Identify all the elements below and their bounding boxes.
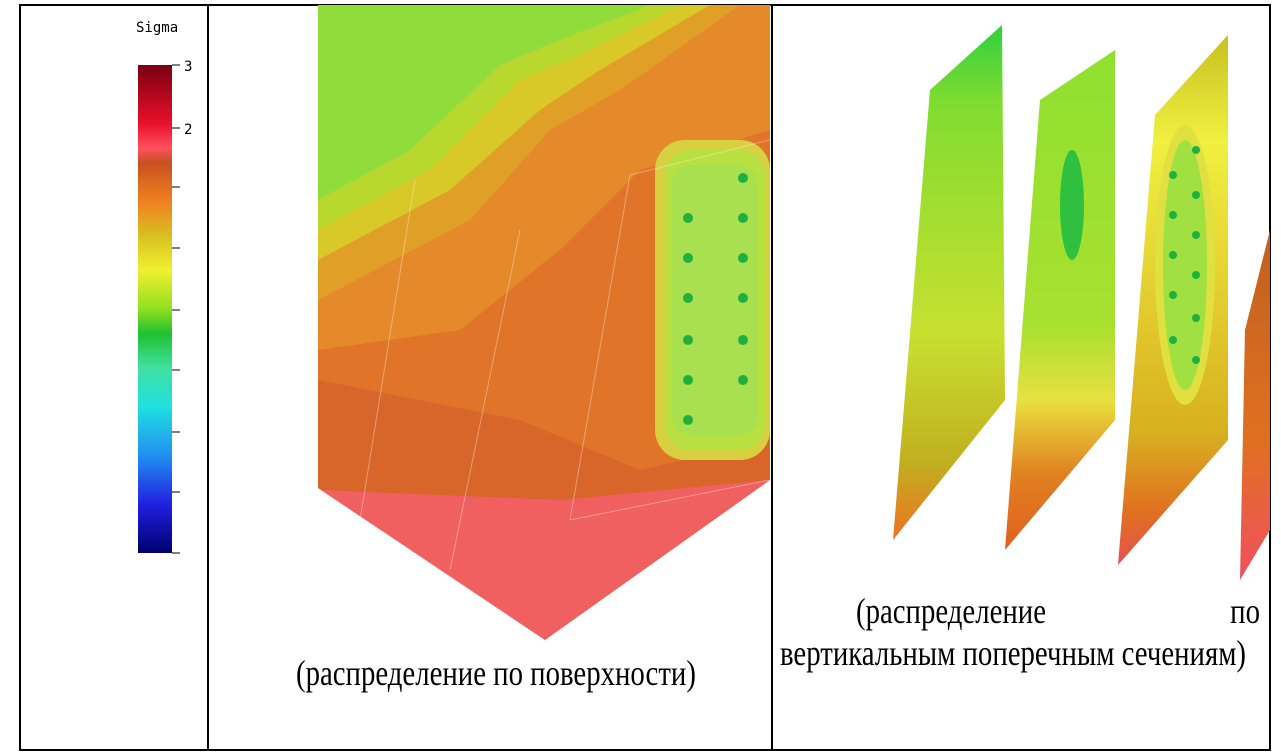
legend-title: Sigma — [136, 20, 178, 36]
page: Sigma 32 (распред — [0, 0, 1281, 755]
tick-label: 2 — [184, 122, 192, 138]
caption-sections: (распределение по вертикальным поперечны… — [780, 590, 1260, 674]
tick-label: 3 — [184, 59, 192, 75]
section-plots — [893, 25, 1270, 580]
surface-plot — [318, 5, 770, 645]
caption-surface: (распределение по поверхности) — [220, 652, 766, 694]
unlabeled-ticks — [172, 187, 180, 553]
colorbar-ticks: 32 — [172, 59, 192, 138]
colorbar — [138, 65, 172, 553]
